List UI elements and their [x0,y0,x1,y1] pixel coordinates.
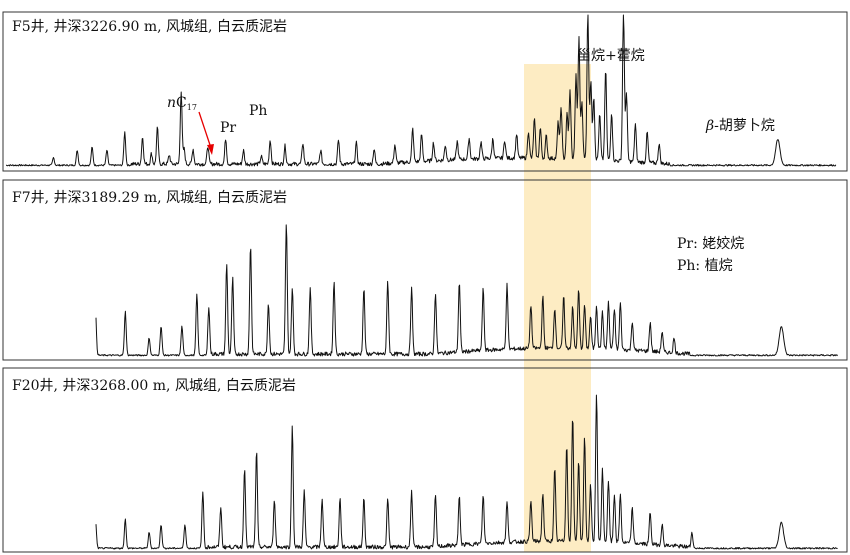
beta-symbol: β [705,118,714,134]
sterane-hopane-label: 甾烷+藿烷 [577,48,645,64]
nc17-arrow-head-icon [207,144,214,155]
panel-f20-frame [2,367,848,553]
panel-f7-frame [2,179,848,361]
nc17-subscript: 17 [187,103,197,112]
beta-carotane-label: β-胡萝卜烷 [705,118,775,134]
chromatogram-trace-f20 [95,394,838,550]
panel-f20-title: F20井, 井深3268.00 m, 风城组, 白云质泥岩 [12,378,296,394]
pr-peak-label: Pr [220,120,236,136]
chromatogram-trace-f5 [5,14,837,167]
nc17-italic-n: n [167,95,176,111]
panel-f5-frame [2,11,848,172]
nc17-arrow-line [198,111,212,149]
ph-peak-label: Ph [249,103,267,119]
chromatogram-trace-f7 [95,224,838,357]
legend-ph: Ph: 植烷 [677,258,733,274]
legend-pr: Pr: 姥姣烷 [677,235,744,252]
panel-f7-title: F7井, 井深3189.29 m, 风城组, 白云质泥岩 [12,190,287,206]
nc17-c: C [176,95,187,111]
nc17-label: nC17 [167,95,197,112]
beta-carotane-text: -胡萝卜烷 [714,118,775,134]
panel-f5-title: F5井, 井深3226.90 m, 风城组, 白云质泥岩 [12,19,287,35]
